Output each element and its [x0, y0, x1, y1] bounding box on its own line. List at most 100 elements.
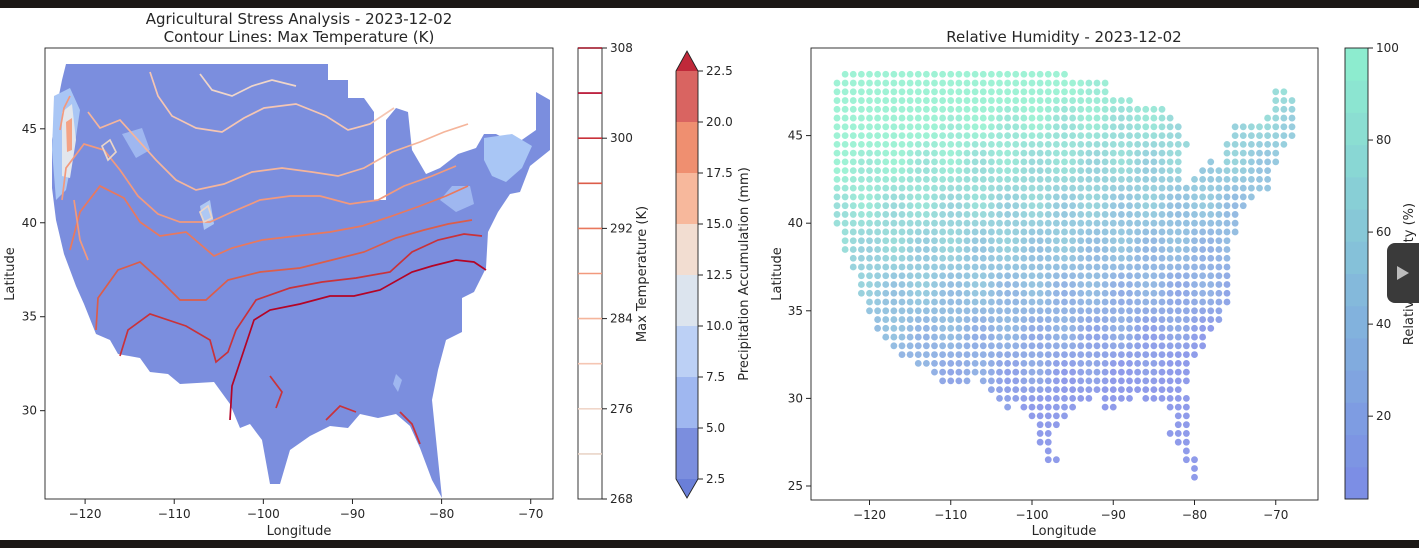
humidity-point	[849, 193, 857, 201]
humidity-point	[922, 324, 930, 332]
humidity-point	[987, 114, 995, 122]
humidity-point	[1036, 175, 1044, 183]
humidity-point	[939, 281, 947, 288]
humidity-point	[1061, 193, 1068, 201]
overlay-play-button[interactable]	[1387, 243, 1419, 303]
humidity-point	[1158, 167, 1166, 175]
humidity-point	[1142, 105, 1150, 113]
humidity-point	[906, 342, 914, 350]
humidity-point	[955, 70, 963, 78]
humidity-point	[1020, 79, 1028, 87]
humidity-point	[1101, 298, 1109, 306]
humidity-point	[1077, 333, 1085, 341]
humidity-point	[1182, 281, 1190, 288]
humidity-point	[1142, 377, 1150, 385]
humidity-point	[1004, 246, 1012, 253]
humidity-point	[841, 193, 849, 201]
humidity-point	[922, 307, 930, 315]
humidity-point	[979, 175, 987, 183]
humidity-point	[1142, 342, 1150, 350]
temp-contour-288-b	[59, 95, 89, 261]
humidity-point	[1199, 237, 1207, 245]
humidity-point	[1215, 316, 1223, 323]
humidity-point	[857, 263, 865, 271]
humidity-point	[1077, 263, 1085, 271]
humidity-point	[1231, 202, 1239, 210]
humidity-point	[1117, 351, 1125, 358]
humidity-point	[866, 140, 873, 148]
humidity-point	[1109, 228, 1117, 236]
humidity-point	[963, 175, 971, 183]
humidity-point	[987, 254, 995, 262]
humidity-point	[963, 237, 971, 245]
humidity-point	[1044, 193, 1052, 201]
humidity-point	[931, 193, 938, 201]
humidity-point	[1085, 167, 1093, 175]
humidity-point	[1174, 307, 1182, 315]
humidity-point	[1077, 114, 1085, 122]
humidity-point	[1028, 167, 1036, 175]
humidity-point	[1166, 237, 1174, 245]
humidity-point	[1069, 132, 1077, 139]
humidity-point	[1166, 184, 1174, 192]
humidity-point	[882, 70, 890, 78]
humidity-point	[1020, 97, 1028, 104]
humidity-point	[1134, 114, 1142, 122]
humidity-point	[1061, 132, 1068, 139]
humidity-point	[857, 105, 865, 113]
humidity-point	[882, 211, 890, 218]
humidity-point	[1191, 316, 1198, 323]
humidity-point	[866, 272, 873, 280]
humidity-point	[1101, 272, 1109, 280]
humidity-colorbar-tick-label: 80	[1376, 133, 1391, 147]
bottom-window-bar	[0, 540, 1419, 548]
humidity-point	[1044, 368, 1052, 376]
humidity-point	[1207, 237, 1215, 245]
humidity-point	[939, 175, 947, 183]
humidity-point	[955, 140, 963, 148]
humidity-point	[1052, 403, 1060, 411]
humidity-point	[866, 246, 873, 253]
humidity-point	[866, 281, 873, 288]
humidity-point	[1231, 228, 1239, 236]
humidity-point	[1004, 289, 1012, 297]
humidity-point	[1166, 149, 1174, 157]
humidity-point	[833, 184, 841, 192]
humidity-point	[922, 70, 930, 78]
humidity-point	[1158, 289, 1166, 297]
humidity-point	[1044, 333, 1052, 341]
humidity-point	[931, 307, 938, 315]
humidity-point	[1166, 316, 1174, 323]
humidity-point	[1117, 377, 1125, 385]
humidity-point	[1117, 167, 1125, 175]
humidity-point	[1061, 394, 1068, 402]
humidity-point	[1142, 263, 1150, 271]
humidity-point	[874, 254, 882, 262]
humidity-point	[1166, 246, 1174, 253]
humidity-point	[996, 307, 1003, 315]
humidity-point	[939, 289, 947, 297]
humidity-point	[914, 79, 922, 87]
humidity-point	[979, 281, 987, 288]
precip-colorbar-band	[676, 377, 698, 428]
humidity-point	[1182, 324, 1190, 332]
humidity-point	[963, 158, 971, 166]
humidity-point	[882, 324, 890, 332]
humidity-point	[939, 228, 947, 236]
humidity-point	[955, 79, 963, 87]
humidity-point	[890, 158, 898, 166]
humidity-point	[963, 307, 971, 315]
humidity-point	[898, 237, 906, 245]
humidity-point	[1036, 88, 1044, 96]
temp-colorbar-tick-label: 284	[610, 312, 633, 326]
humidity-point	[1093, 158, 1101, 166]
humidity-point	[939, 105, 947, 113]
humidity-point	[931, 79, 938, 87]
humidity-point	[922, 211, 930, 218]
humidity-point	[1158, 246, 1166, 253]
humidity-point	[931, 105, 938, 113]
humidity-point	[931, 114, 938, 122]
humidity-point	[874, 184, 882, 192]
humidity-point	[931, 368, 938, 376]
humidity-point	[1174, 263, 1182, 271]
